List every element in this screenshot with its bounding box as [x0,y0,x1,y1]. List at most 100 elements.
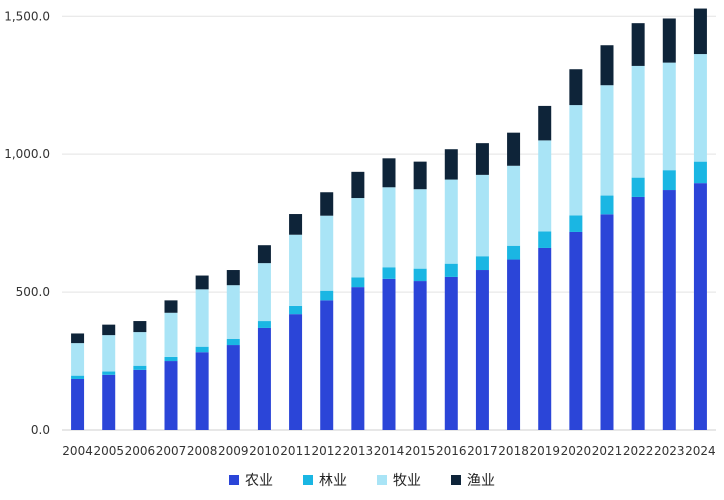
bar-segment-livestock-2014 [382,187,396,268]
x-tick-label: 2007 [156,444,187,458]
bar-segment-fishery-2020 [569,69,583,106]
bar-segment-forestry-2013 [351,277,365,288]
x-tick-label: 2008 [187,444,218,458]
legend: 农业 林业 牧业 渔业 [0,470,724,490]
legend-swatch-fishery [451,475,461,485]
legend-item-livestock: 牧业 [377,470,421,490]
x-tick-label: 2021 [592,444,623,458]
x-tick-label: 2017 [467,444,498,458]
bar-segment-fishery-2013 [351,171,365,199]
bar-segment-livestock-2006 [133,332,147,366]
bar-segment-livestock-2018 [507,165,521,246]
legend-label-agriculture: 农业 [245,473,273,489]
bar-segment-forestry-2020 [569,215,583,232]
bar-segment-fishery-2006 [133,321,147,333]
legend-item-fishery: 渔业 [451,470,495,490]
bar-segment-forestry-2011 [289,305,303,315]
legend-swatch-forestry [303,475,313,485]
bar-segment-livestock-2020 [569,105,583,216]
x-tick-label: 2016 [436,444,467,458]
x-tick-label: 2019 [529,444,560,458]
bar-segment-agriculture-2012 [320,300,334,430]
bar-segment-agriculture-2023 [662,190,676,430]
bar-segment-forestry-2005 [102,371,116,375]
y-tick-label: 1,000.0 [4,147,50,161]
bar-segment-agriculture-2007 [164,361,178,430]
bar-segment-livestock-2008 [195,289,209,347]
bar-segment-agriculture-2009 [226,345,240,430]
bar-segment-forestry-2024 [693,161,707,184]
bar-segment-agriculture-2011 [289,314,303,430]
bar-segment-forestry-2006 [133,365,147,370]
bar-segment-fishery-2014 [382,158,396,188]
x-tick-label: 2005 [93,444,124,458]
x-tick-label: 2006 [125,444,156,458]
bar-segment-agriculture-2015 [413,281,427,430]
bar-segment-livestock-2007 [164,312,178,357]
bar-segment-forestry-2012 [320,290,334,301]
bar-segment-fishery-2004 [71,333,85,344]
bar-segment-forestry-2008 [195,346,209,353]
x-tick-label: 2015 [405,444,436,458]
bar-segment-livestock-2009 [226,285,240,339]
legend-swatch-agriculture [229,475,239,485]
bar-segment-agriculture-2006 [133,369,147,430]
bar-segment-livestock-2022 [631,65,645,178]
y-tick-label: 1,500.0 [4,9,50,23]
legend-label-forestry: 林业 [319,473,347,489]
bar-segment-agriculture-2019 [538,247,552,430]
bar-segment-fishery-2010 [257,245,271,264]
bar-segment-agriculture-2008 [195,352,209,430]
bar-segment-fishery-2008 [195,275,209,290]
bar-segment-forestry-2023 [662,170,676,191]
bar-segment-agriculture-2013 [351,287,365,430]
x-axis: 2004 2005 2006 2007 2008 2009 2010 2011 2012 2013… [62,444,715,458]
bar-segment-forestry-2021 [600,195,614,215]
bar-segment-livestock-2011 [289,234,303,306]
x-tick-label: 2012 [311,444,342,458]
bar-segment-livestock-2012 [320,215,334,291]
bar-segment-forestry-2010 [257,321,271,328]
bar-segment-forestry-2004 [71,375,85,379]
bar-segment-livestock-2019 [538,140,552,232]
x-tick-label: 2004 [62,444,93,458]
bar-segment-fishery-2019 [538,105,552,141]
bar-segment-agriculture-2010 [257,327,271,430]
bar-segment-fishery-2021 [600,45,614,86]
x-tick-label: 2011 [280,444,311,458]
bar-segment-forestry-2022 [631,177,645,197]
bar-segment-forestry-2016 [444,263,458,277]
x-tick-label: 2023 [654,444,685,458]
x-tick-label: 2020 [561,444,592,458]
y-tick-label: 500.0 [16,285,50,299]
bar-segment-livestock-2023 [662,62,676,171]
bar-segment-forestry-2019 [538,231,552,248]
bar-segment-forestry-2014 [382,267,396,279]
x-tick-label: 2014 [374,444,405,458]
x-tick-label: 2013 [343,444,374,458]
bar-segment-forestry-2007 [164,356,178,362]
bar-segment-livestock-2015 [413,189,427,269]
bars [71,8,707,430]
bar-segment-livestock-2005 [102,335,116,372]
bar-segment-livestock-2013 [351,198,365,278]
y-tick-label: 0.0 [31,423,50,437]
bar-segment-livestock-2021 [600,85,614,196]
bar-segment-agriculture-2014 [382,278,396,430]
bar-segment-livestock-2017 [475,174,489,257]
x-tick-label: 2018 [498,444,529,458]
bar-segment-fishery-2017 [475,143,489,175]
legend-item-forestry: 林业 [303,470,347,490]
bar-segment-livestock-2024 [693,54,707,162]
legend-label-fishery: 渔业 [467,473,495,489]
bar-segment-fishery-2012 [320,192,334,216]
bar-segment-fishery-2023 [662,18,676,63]
bar-segment-livestock-2010 [257,263,271,322]
x-tick-label: 2022 [623,444,654,458]
bar-segment-fishery-2005 [102,324,116,336]
bar-segment-agriculture-2005 [102,374,116,430]
bar-segment-agriculture-2017 [475,270,489,430]
x-tick-label: 2024 [685,444,716,458]
bar-segment-agriculture-2021 [600,214,614,430]
